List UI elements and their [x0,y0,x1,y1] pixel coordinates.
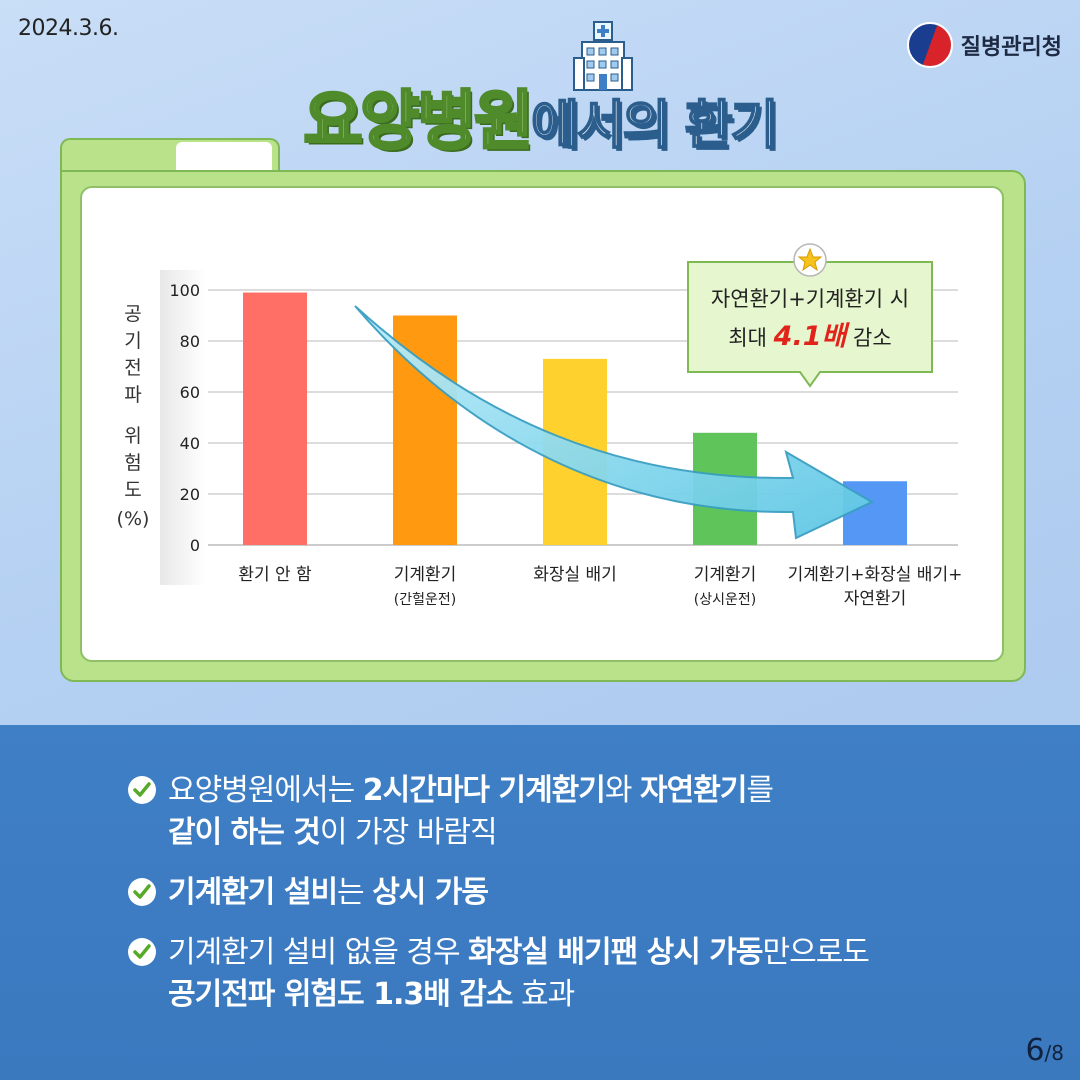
y-tick-label: 80 [180,332,200,351]
agency-name: 질병관리청 [960,35,1062,60]
check-icon [128,878,156,906]
page-total: /8 [1044,1041,1064,1065]
bar [243,292,307,545]
bullet-segment: 상시 가동 [372,875,489,910]
y-tick-label: 100 [169,281,200,300]
folder-tab-inner [176,142,272,170]
page-indicator: 6/8 [1025,1033,1064,1068]
bullet-text: 요양병원에서는 2시간마다 기계환기와 자연환기를 같이 하는 것이 가장 바람직 [168,770,774,854]
y-tick-label: 40 [180,434,200,453]
bullet-segment: 기계환기 설비 [168,875,338,910]
x-tick-label: 기계환기 [394,565,457,585]
bullet-line: 기계환기 설비는 상시 가동 [168,872,489,914]
y-axis-label-char: 파 [124,384,141,406]
callout-line2-pre: 최대 [728,326,773,350]
bullet-segment: 2시간마다 기계환기 [362,773,606,808]
callout: 자연환기+기계환기 시 최대 4.1배 감소 [687,243,933,388]
check-icon [128,938,156,966]
trend-arrow [354,305,875,540]
taeguk-icon [906,22,953,68]
y-axis-label-char: 험 [124,452,141,474]
bullet-line: 기계환기 설비 없을 경우 화장실 배기팬 상시 가동만으로도 [168,932,870,974]
y-axis-label-char: 공 [124,303,141,325]
bullet-segment: 요양병원에서는 [168,773,363,808]
bullet-item: 기계환기 설비 없을 경우 화장실 배기팬 상시 가동만으로도 공기전파 위험도 … [128,932,1028,1016]
bullet-line: 요양병원에서는 2시간마다 기계환기와 자연환기를 [168,770,774,812]
bullet-text: 기계환기 설비 없을 경우 화장실 배기팬 상시 가동만으로도 공기전파 위험도 … [168,932,870,1016]
bullet-segment: 를 [746,773,774,808]
bullet-segment: 자연환기 [640,773,747,808]
y-tick-label: 60 [180,383,200,402]
bullet-segment: 같이 하는 것 [168,815,321,850]
title-highlight: 요양병원 [302,84,535,161]
bottom-panel [0,725,1080,1080]
check-icon [128,776,156,804]
bullet-segment: 이 가장 바람직 [319,815,498,850]
bullet-segment: 만으로도 [762,935,870,970]
title-rest: 에서의 환기 [530,95,779,157]
y-axis-label-char: 위 [124,425,141,447]
callout-emphasis: 4.1배 [773,321,851,352]
bullet-segment: 기계환기 설비 없을 경우 [168,935,469,970]
bullet-segment: 와 [604,773,641,808]
agency-logo: 질병관리청 [906,22,1062,68]
y-tick-label: 0 [190,536,200,555]
x-tick-label: 기계환기+화장실 배기+ [788,565,963,585]
x-tick-labels: 환기 안 함 기계환기 (간헐운전) 화장실 배기 기계환기 (상시운전) 기계환기+화장실… [238,565,962,609]
y-axis-label-unit: (%) [117,508,150,530]
callout-line2: 최대 4.1배 감소 [728,321,891,352]
bullet-segment: 는 [337,875,373,910]
y-axis-label-char: 기 [124,330,141,352]
bullet-segment: 화장실 배기팬 상시 가동 [468,935,763,970]
bullet-segment: 효과 [512,977,575,1012]
bullet-text: 기계환기 설비는 상시 가동 [168,872,489,914]
date: 2024.3.6. [18,16,119,41]
hospital-icon [573,21,633,91]
x-tick-label: 환기 안 함 [238,565,312,585]
x-tick-sublabel: (상시운전) [694,592,756,608]
callout-line2-post: 감소 [846,326,891,350]
key-points: 요양병원에서는 2시간마다 기계환기와 자연환기를 같이 하는 것이 가장 바람직… [128,770,1028,1034]
bullet-item: 기계환기 설비는 상시 가동 [128,872,1028,914]
y-tick-label: 20 [180,485,200,504]
x-tick-label: 기계환기 [694,565,757,585]
page-current: 6 [1025,1033,1045,1068]
bullet-segment: 공기전파 위험도 1.3배 감소 [168,977,513,1012]
x-tick-sublabel: (간헐운전) [394,592,456,608]
y-axis-label-char: 전 [124,357,141,379]
bullet-item: 요양병원에서는 2시간마다 기계환기와 자연환기를 같이 하는 것이 가장 바람직 [128,770,1028,854]
callout-line1: 자연환기+기계환기 시 [711,287,909,311]
y-axis-band [160,270,206,585]
x-tick-label: 화장실 배기 [533,565,617,585]
star-icon [797,247,823,272]
bullet-line: 공기전파 위험도 1.3배 감소 효과 [168,974,869,1016]
page-title: 요양병원에서의 환기 [0,70,1080,162]
bullet-line: 같이 하는 것이 가장 바람직 [168,812,773,854]
x-tick-sublabel: 자연환기 [844,589,907,609]
y-tick-labels: 0 20 40 60 80 100 [169,281,200,555]
y-axis-label-char: 도 [124,479,141,501]
